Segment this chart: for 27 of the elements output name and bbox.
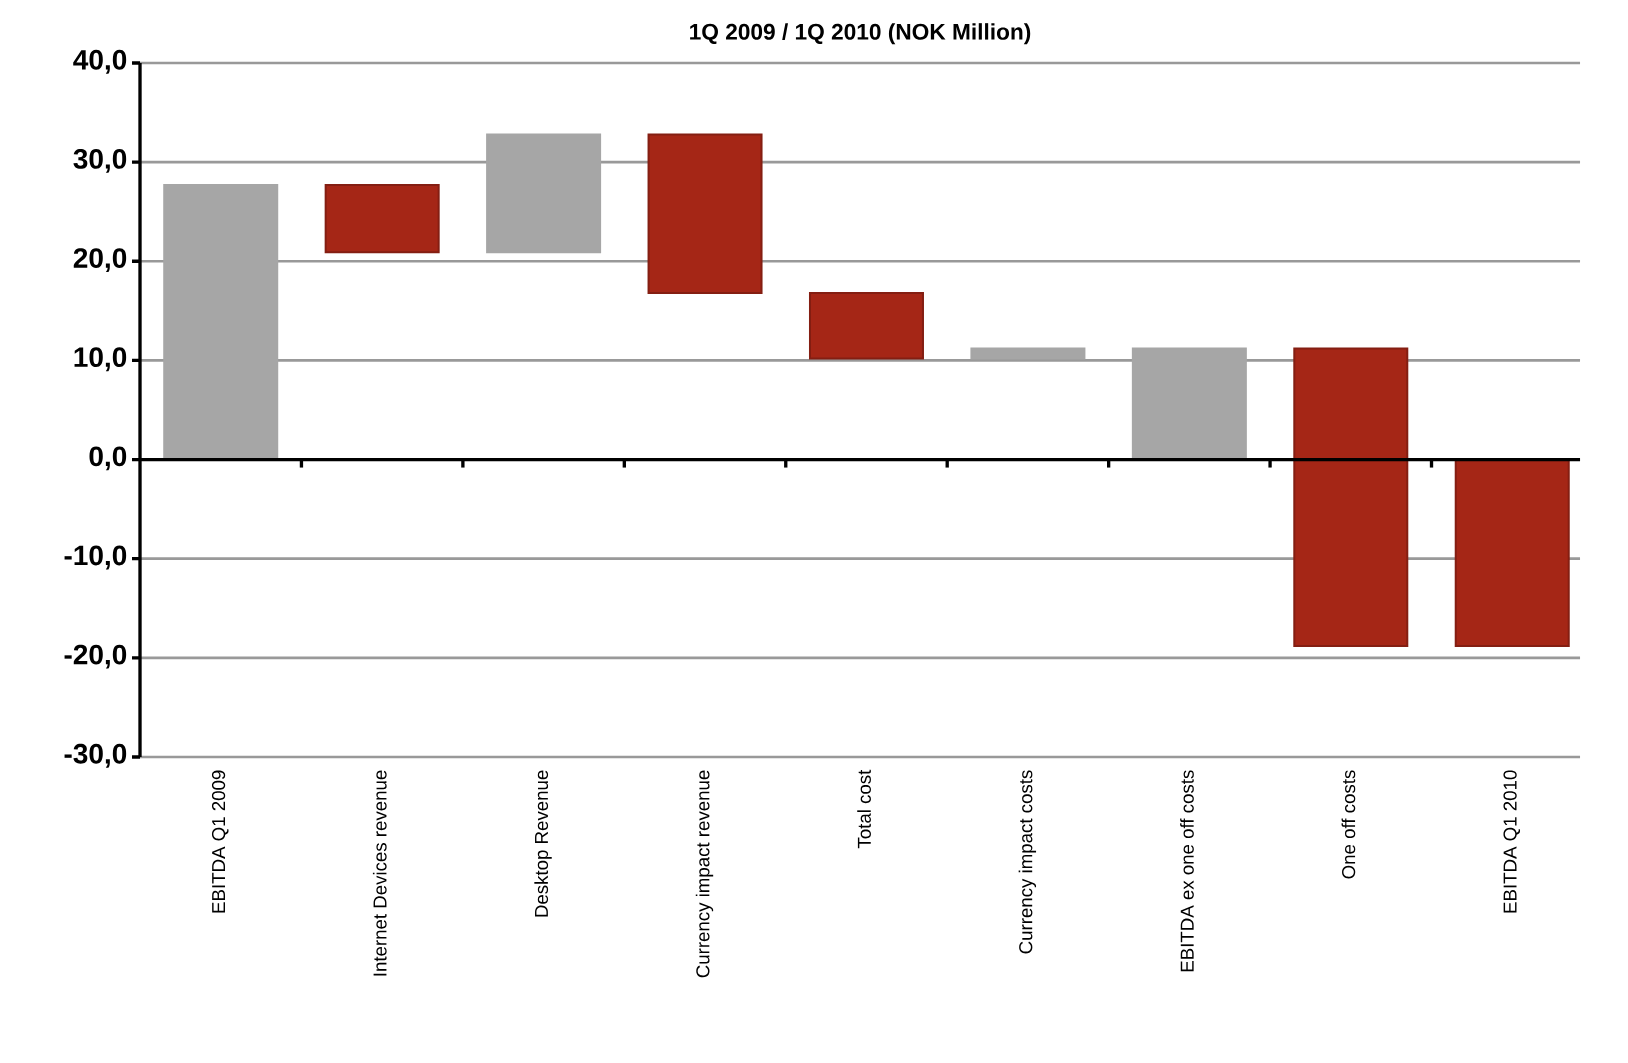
x-tick-label: One off costs	[1341, 770, 1356, 879]
y-tick-label: 30,0	[73, 148, 127, 173]
y-tick-label: -30,0	[64, 743, 127, 768]
y-tick-label: 0,0	[89, 446, 127, 471]
y-tick-label: 40,0	[73, 49, 127, 74]
y-tick-label: -20,0	[64, 644, 127, 669]
x-tick-label: EBITDA Q1 2009	[211, 770, 229, 913]
x-tick-label: Desktop Revenue	[534, 770, 552, 917]
bar	[808, 292, 924, 360]
bar	[163, 183, 279, 461]
bar	[486, 133, 602, 254]
x-tick-label: EBITDA Q1 2010	[1503, 770, 1521, 913]
y-tick-label: 10,0	[74, 347, 127, 372]
x-tick-label: EBITDA ex one off costs	[1180, 770, 1194, 972]
bar	[1454, 458, 1570, 647]
x-tick-label: Currency impact costs	[1018, 770, 1037, 954]
bar	[970, 347, 1086, 360]
chart-title: 1Q 2009 / 1Q 2010 (NOK Million)	[690, 23, 1031, 45]
bar	[324, 183, 440, 254]
x-tick-label: Total cost	[857, 769, 871, 849]
bar	[1131, 347, 1247, 461]
x-tick-label: Currency impact revenue	[695, 770, 714, 978]
bar	[647, 133, 763, 295]
bar	[1293, 347, 1409, 647]
y-tick-label: -10,0	[64, 545, 127, 570]
x-tick-label: Internet Devices revenue	[372, 770, 387, 976]
y-tick-label: 20,0	[73, 248, 127, 273]
